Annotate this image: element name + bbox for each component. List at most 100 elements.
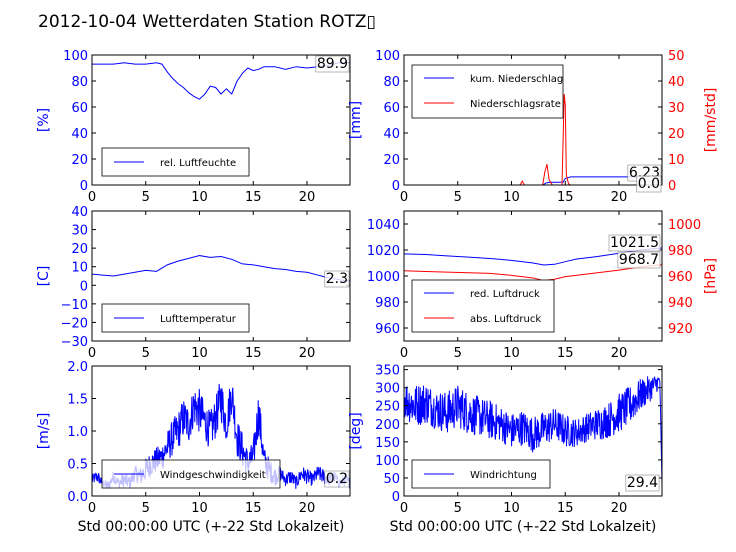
y-right-tick-label: 940 — [668, 296, 693, 311]
y-tick-label: 40 — [71, 205, 88, 220]
x-tick-label: 5 — [454, 190, 462, 205]
y-right-axis-label: [mm/std] — [703, 88, 719, 153]
y-tick-label: 30 — [71, 224, 88, 239]
y-tick-label: 980 — [375, 296, 400, 311]
legend: Windrichtung — [411, 459, 551, 489]
y-tick-label: 350 — [375, 364, 400, 379]
x-tick-label: 5 — [142, 501, 150, 516]
y-tick-label: 0 — [80, 279, 88, 294]
y-tick-label: 0.0 — [67, 490, 88, 505]
value-readout-box — [636, 175, 662, 193]
legend: red. Luftdruck abs. Luftdruck — [411, 279, 555, 333]
value-readout: 29.4 — [627, 475, 658, 491]
y-tick-label: 80 — [71, 75, 88, 90]
x-tick-label: 10 — [503, 501, 520, 516]
y-right-tick-label: 1000 — [668, 218, 701, 233]
y-tick-label: 250 — [375, 400, 400, 415]
value-readout: 968.7 — [619, 252, 659, 268]
legend-entry: red. Luftdruck — [470, 289, 540, 300]
y-axis-label: [%] — [36, 108, 52, 132]
x-tick-label: 15 — [557, 346, 574, 361]
series-line-humidity-0 — [92, 62, 350, 100]
y-tick-label: 20 — [71, 153, 88, 168]
y-tick-label: 1.0 — [67, 425, 88, 440]
x-tick-label: 15 — [245, 190, 262, 205]
series-line-precipitation-0 — [404, 176, 662, 185]
legend-entry: Lufttemperatur — [160, 314, 237, 325]
plot-frame — [91, 54, 351, 186]
x-tick-label: 20 — [299, 501, 316, 516]
y-right-tick-label: 50 — [668, 49, 685, 64]
legend: Lufttemperatur — [101, 303, 250, 333]
y-tick-label: −10 — [61, 298, 88, 313]
y-tick-label: 2.0 — [67, 360, 88, 375]
value-readout-box — [617, 251, 661, 269]
y-right-tick-label: 0 — [668, 179, 676, 194]
y-tick-label: 0 — [80, 179, 88, 194]
y-tick-label: 960 — [375, 322, 400, 337]
x-tick-label: 5 — [454, 346, 462, 361]
legend-entry: kum. Niederschlag — [470, 74, 563, 85]
value-readout: 89.9 — [317, 56, 348, 72]
y-tick-label: 1.5 — [67, 393, 88, 408]
legend: kum. Niederschlag Niederschlagsrate — [411, 64, 564, 119]
x-tick-label: 0 — [88, 501, 96, 516]
y-tick-label: 40 — [383, 127, 400, 142]
figure-title: 2012-10-04 Wetterdaten Station ROTZ▯ — [38, 12, 376, 32]
x-tick-label: 10 — [191, 501, 208, 516]
value-readout-box — [315, 55, 350, 73]
x-tick-label: 0 — [88, 190, 96, 205]
x-tick-label: 15 — [245, 346, 262, 361]
legend-frame — [411, 64, 564, 119]
chart-humidity: 0 5 10 15 20 0 20 40 60 80 100 [%] rel. Luftfeuchte 8… — [36, 49, 351, 205]
y-right-tick-label: 920 — [668, 322, 693, 337]
plot-frame — [403, 365, 663, 497]
value-readout: 0.2 — [326, 471, 348, 487]
y-right-tick-label: 10 — [668, 153, 685, 168]
y-right-tick-label: 980 — [668, 244, 693, 259]
value-readout-box — [625, 474, 660, 492]
x-tick-label: 10 — [191, 346, 208, 361]
y-axis-label: [m/s] — [36, 413, 52, 450]
chart-precipitation: 0 5 10 15 20 0 20 40 60 80 100 0 10 20 30 40 50 [mm] [mm/s… — [348, 49, 719, 205]
y-axis-label: [C] — [36, 266, 52, 287]
x-tick-label: 0 — [400, 190, 408, 205]
y-right-tick-label: 20 — [668, 127, 685, 142]
y-tick-label: 100 — [375, 49, 400, 64]
x-axis-label: Std 00:00:00 UTC (+-22 Std Lokalzeit) — [390, 519, 657, 535]
value-readout-box — [324, 470, 350, 488]
y-tick-label: 0 — [392, 490, 400, 505]
x-tick-label: 20 — [299, 190, 316, 205]
y-tick-label: 150 — [375, 436, 400, 451]
x-tick-label: 20 — [299, 346, 316, 361]
x-tick-label: 20 — [611, 501, 628, 516]
series-line-wind-direction-0 — [404, 376, 662, 486]
y-tick-label: 20 — [71, 242, 88, 257]
y-right-tick-label: 30 — [668, 101, 685, 116]
chart-pressure: 0 5 10 15 20 960 980 1000 1020 1040 920 940 960 980 10… — [367, 210, 719, 361]
series-line-precipitation-1 — [404, 93, 662, 185]
series-line-temperature-0 — [92, 255, 350, 282]
x-tick-label: 15 — [557, 190, 574, 205]
x-tick-label: 10 — [503, 190, 520, 205]
y-axis-label: [mm] — [348, 101, 364, 139]
legend: rel. Luftfeuchte — [101, 147, 250, 177]
y-right-tick-label: 40 — [668, 75, 685, 90]
x-tick-label: 20 — [611, 346, 628, 361]
x-tick-label: 20 — [611, 190, 628, 205]
y-tick-label: 1020 — [367, 244, 400, 259]
y-tick-label: 100 — [375, 454, 400, 469]
y-tick-label: 1040 — [367, 218, 400, 233]
value-readout: 2.3 — [326, 271, 348, 287]
y-tick-label: 60 — [71, 101, 88, 116]
y-tick-label: 0 — [392, 179, 400, 194]
x-tick-label: 15 — [557, 501, 574, 516]
chart-wind-speed: 0 5 10 15 20 0.0 0.5 1.0 1.5 2.0 [m/s] Std 00:00:00… — [36, 360, 351, 535]
legend-entry: abs. Luftdruck — [470, 314, 541, 325]
y-tick-label: 300 — [375, 382, 400, 397]
series-line-pressure-0 — [404, 247, 662, 266]
y-tick-label: 50 — [383, 472, 400, 487]
legend-frame — [411, 279, 555, 333]
y-tick-label: 40 — [71, 127, 88, 142]
